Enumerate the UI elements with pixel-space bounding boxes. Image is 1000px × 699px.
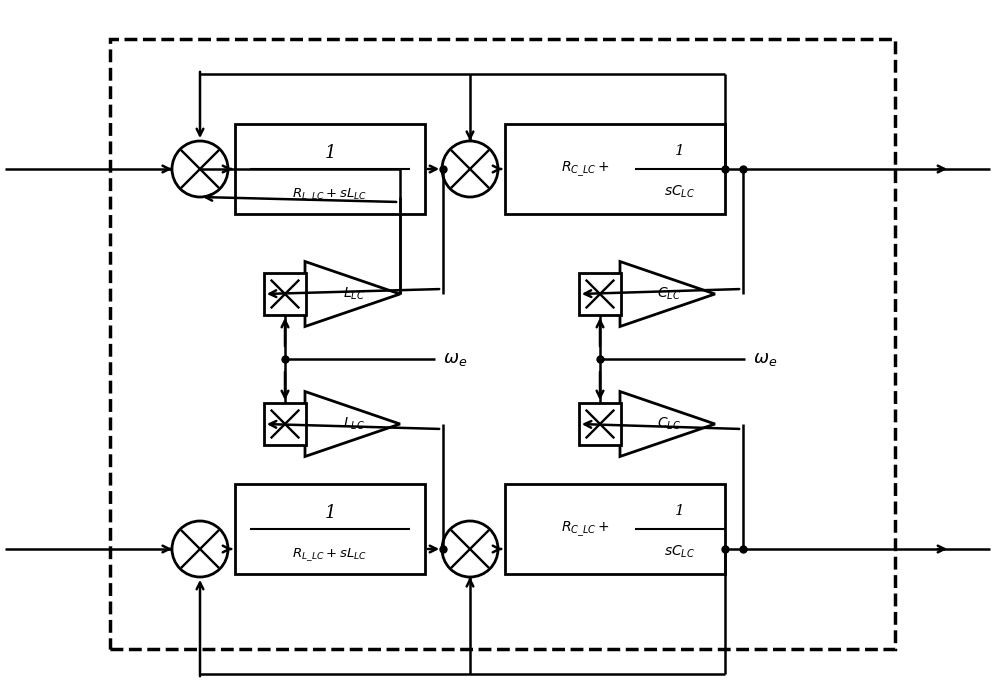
- Text: $R_{C\_LC}+$: $R_{C\_LC}+$: [561, 159, 609, 179]
- Bar: [579, 403, 621, 445]
- Bar: [235, 484, 425, 574]
- Polygon shape: [305, 391, 400, 456]
- Text: $\omega_e$: $\omega_e$: [753, 350, 777, 368]
- Text: $R_{C\_LC}+$: $R_{C\_LC}+$: [561, 519, 609, 539]
- Text: $\omega_e$: $\omega_e$: [443, 350, 467, 368]
- Bar: [505, 484, 725, 574]
- Text: $L_{LC}$: $L_{LC}$: [343, 416, 365, 432]
- Bar: [235, 124, 425, 214]
- Bar: [264, 273, 306, 315]
- Bar: [264, 403, 306, 445]
- Text: 1: 1: [324, 144, 336, 161]
- Text: 1: 1: [675, 144, 685, 158]
- Text: $R_{L\_LC}+sL_{LC}$: $R_{L\_LC}+sL_{LC}$: [292, 546, 368, 563]
- Text: $R_{L\_LC}+sL_{LC}$: $R_{L\_LC}+sL_{LC}$: [292, 186, 368, 203]
- Text: $L_{LC}$: $L_{LC}$: [343, 286, 365, 302]
- Polygon shape: [305, 261, 400, 326]
- Bar: [505, 124, 725, 214]
- Bar: [579, 273, 621, 315]
- Text: 1: 1: [675, 504, 685, 518]
- Text: $C_{LC}$: $C_{LC}$: [657, 416, 681, 432]
- Text: $C_{LC}$: $C_{LC}$: [657, 286, 681, 302]
- Polygon shape: [620, 391, 715, 456]
- Polygon shape: [620, 261, 715, 326]
- Text: $sC_{LC}$: $sC_{LC}$: [664, 543, 696, 560]
- Text: 1: 1: [324, 504, 336, 521]
- Text: $sC_{LC}$: $sC_{LC}$: [664, 183, 696, 200]
